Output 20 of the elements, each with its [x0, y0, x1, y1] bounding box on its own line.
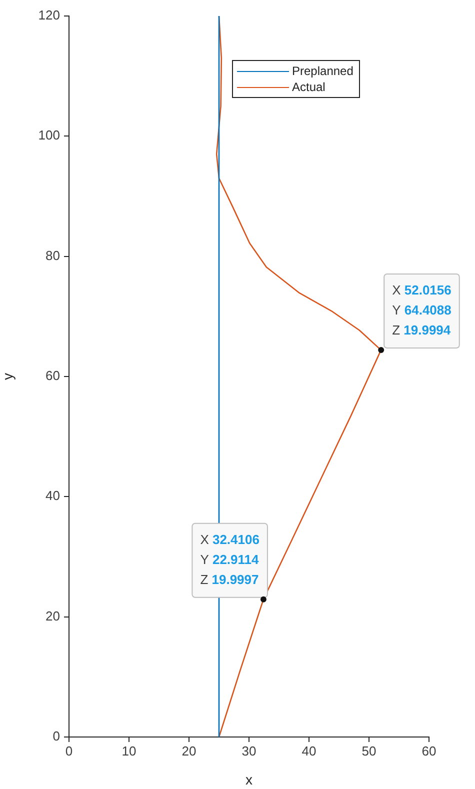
y-tick-label: 0 [52, 728, 60, 744]
x-axis-title: x [246, 771, 252, 788]
legend-label: Actual [292, 80, 326, 94]
y-tick-label: 100 [38, 128, 60, 143]
y-tick-label: 40 [46, 488, 60, 504]
annotation: X 52.0156 Y 64.4088 Z 19.9994 [392, 282, 452, 338]
x-tick-label: 10 [122, 743, 136, 758]
y-tick-label: 60 [46, 368, 60, 384]
x-tick-label: 50 [362, 743, 376, 758]
y-tick-label: 20 [46, 608, 60, 624]
x-tick-label: 60 [422, 743, 436, 758]
y-tick-label: 120 [38, 8, 60, 23]
y-axis-title: y [0, 373, 16, 380]
x-tick-label: 40 [302, 743, 316, 758]
x-tick-label: 30 [242, 743, 256, 758]
legend-label: Preplanned [292, 64, 354, 78]
x-tick-label: 0 [65, 743, 73, 758]
y-tick-label: 80 [46, 248, 60, 263]
annotation: X 32.4106 Y 22.9114 Z 19.9997 [200, 532, 260, 587]
x-tick-label: 20 [182, 743, 196, 758]
